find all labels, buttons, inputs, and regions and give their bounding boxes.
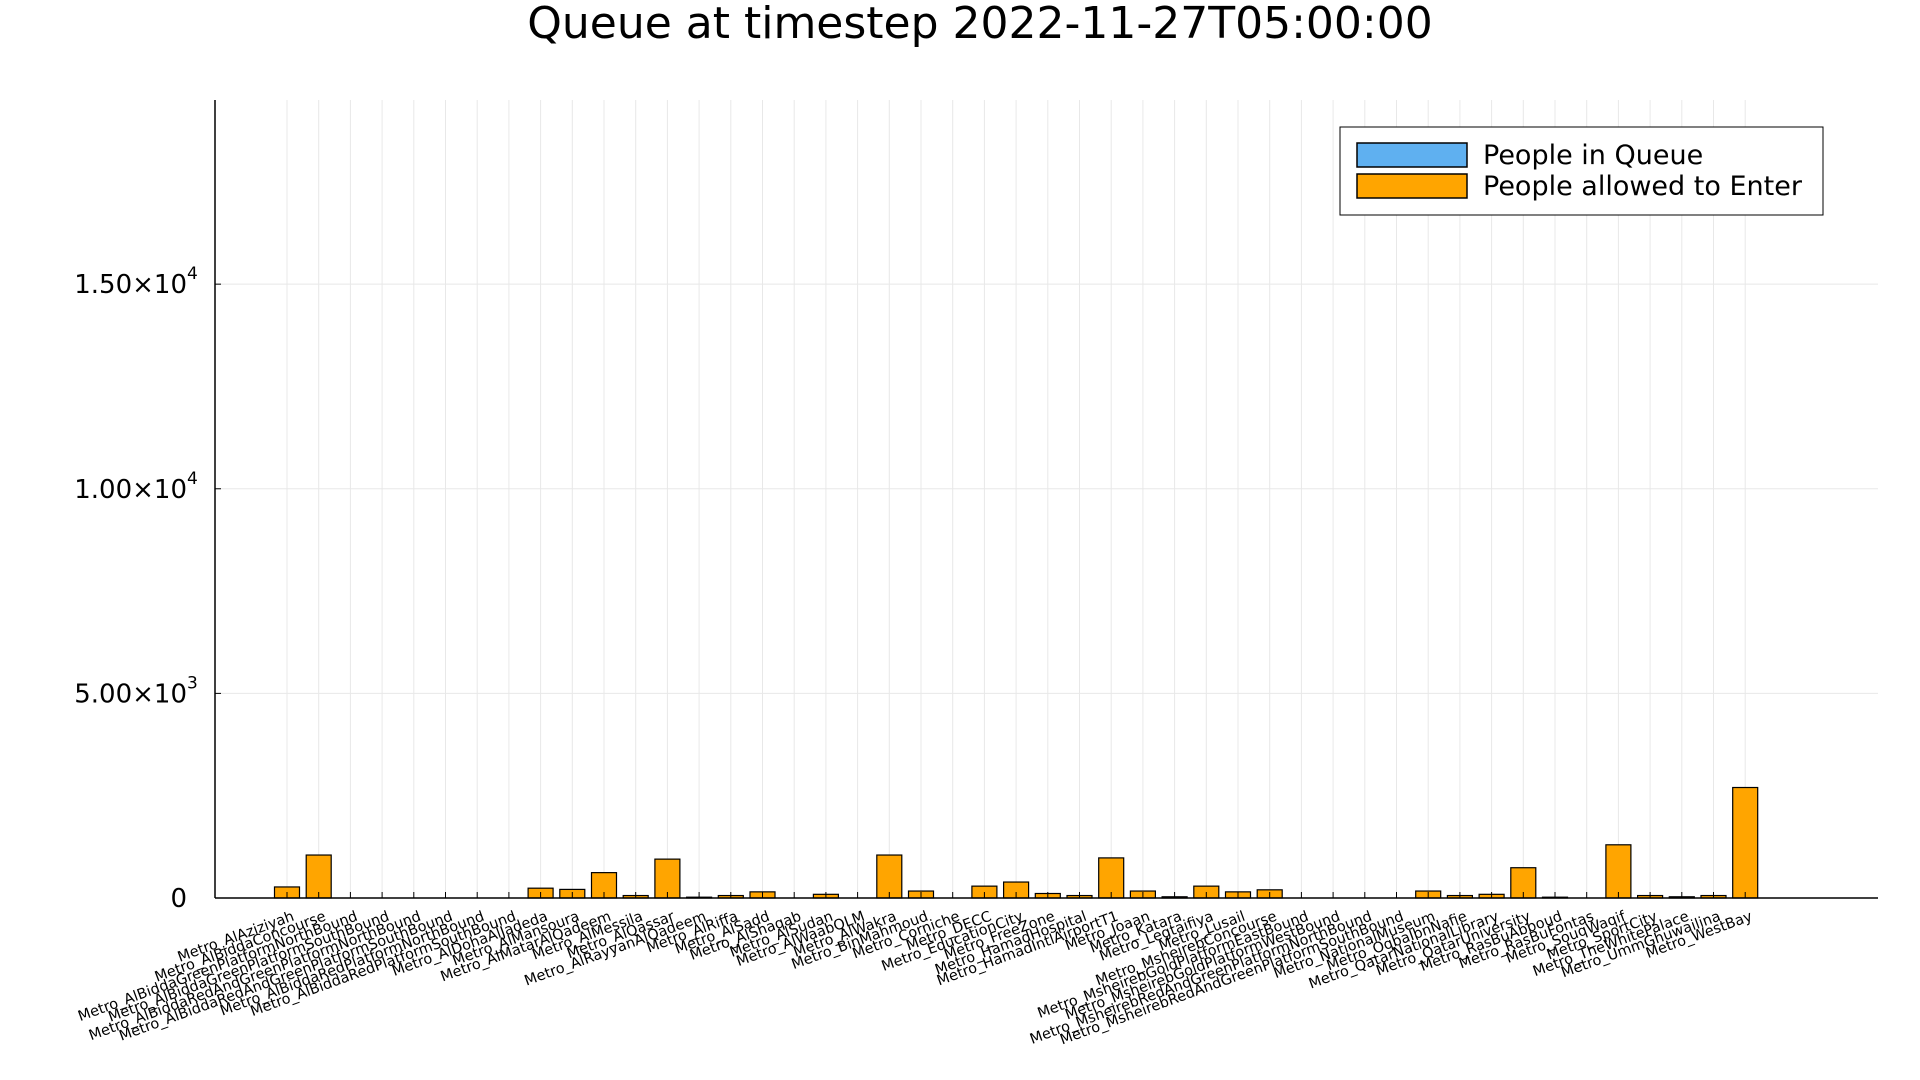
y-tick-exponent: 3 — [187, 673, 198, 693]
legend-swatch-queue — [1356, 142, 1468, 168]
y-tick-label: 1.50×10 — [74, 270, 187, 300]
bar-enter-46 — [1732, 786, 1759, 899]
legend-label-enter: People allowed to Enter — [1483, 171, 1803, 202]
y-tick-exponent: 4 — [187, 264, 198, 284]
bar-enter-26 — [1098, 857, 1125, 899]
bar-enter-10 — [590, 872, 618, 899]
bar-enter-19 — [876, 854, 903, 899]
y-axis-ticks: 05.00×10 31.00×10 41.50×10 4 — [74, 264, 221, 914]
legend-label-queue: People in Queue — [1483, 140, 1703, 171]
y-tick-label: 1.00×10 — [74, 475, 187, 505]
chart-title: Queue at timestep 2022-11-27T05:00:00 — [527, 0, 1433, 49]
axes — [214, 100, 1878, 899]
legend: People in Queue People allowed to Enter — [1339, 126, 1824, 216]
legend-swatch-enter — [1356, 173, 1468, 199]
grid-lines — [215, 100, 1878, 899]
bar-enter-42 — [1605, 844, 1632, 899]
y-tick-label: 5.00×10 — [74, 679, 187, 709]
bar-enter-12 — [654, 858, 681, 899]
legend-box — [1339, 126, 1824, 216]
y-tick-exponent: 4 — [187, 469, 198, 489]
bar-enter-1 — [305, 854, 332, 899]
x-axis-ticks: Metro_AlAziziyahMetro_AlBiddaConcourseMe… — [76, 892, 1755, 1048]
y-tick-label: 0 — [170, 884, 187, 914]
